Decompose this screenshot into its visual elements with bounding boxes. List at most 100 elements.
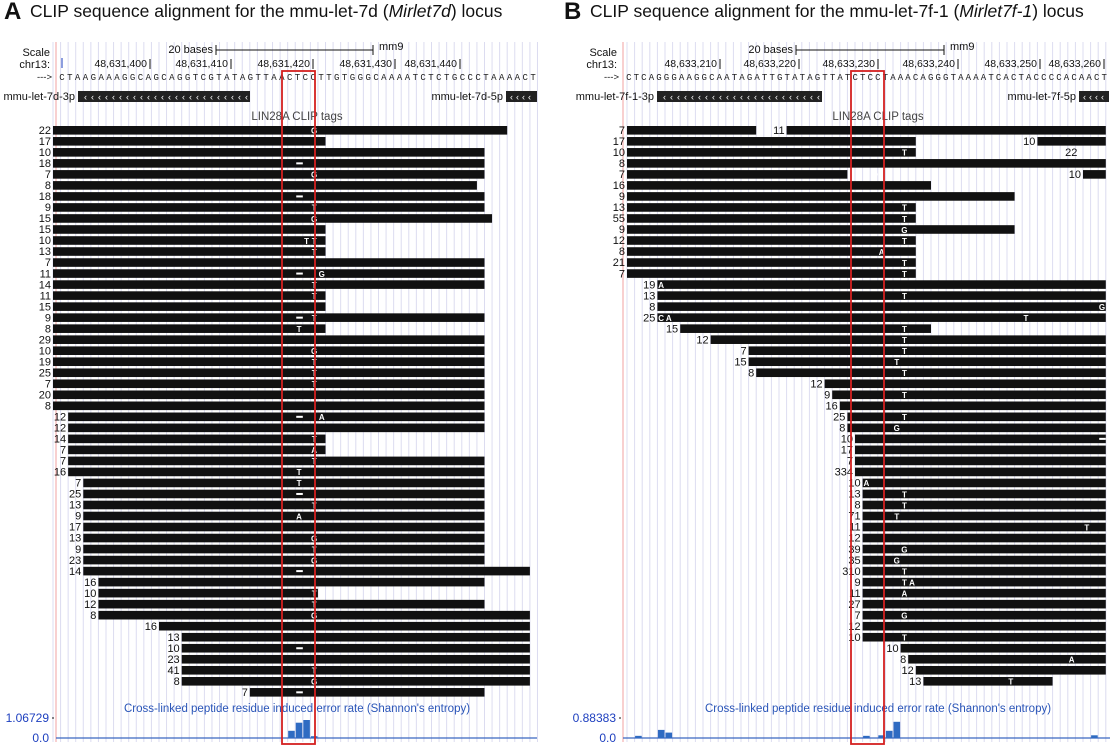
sequence-base: C (59, 73, 65, 83)
sequence-base: T (860, 73, 866, 83)
read-count: 12 (696, 334, 708, 346)
sequence-base: G (452, 73, 457, 83)
entropy-min-label: 0.0 (32, 731, 49, 745)
sequence-base: T (295, 73, 301, 83)
read-deletion (296, 415, 303, 418)
clip-read (83, 533, 485, 543)
sequence-base: A (717, 73, 723, 83)
sequence-base: T (216, 73, 222, 83)
read-count: 15 (666, 323, 678, 335)
clip-read (83, 478, 485, 488)
read-count: 55 (613, 213, 625, 225)
clip-read (181, 643, 530, 653)
clip-read (53, 214, 493, 223)
gene-direction-mark: ‹ (154, 92, 157, 102)
sequence-base: A (83, 73, 89, 83)
sequence-base: A (271, 73, 277, 83)
gene-direction-mark: ‹ (1083, 92, 1086, 102)
sequence-base: G (91, 73, 96, 83)
sequence-base: C (523, 73, 529, 83)
clip-read (839, 401, 1106, 411)
read-count: 8 (45, 401, 51, 413)
sequence-base: G (248, 73, 253, 83)
clip-read (53, 247, 326, 256)
read-mismatch: T (902, 369, 907, 378)
read-count: 12 (54, 412, 66, 424)
entropy-bar (878, 735, 885, 738)
sequence-base: A (240, 73, 246, 83)
sequence-base: T (800, 73, 806, 83)
clip-read (915, 665, 1106, 675)
sequence-base: G (702, 73, 707, 83)
gene-direction-mark: ‹ (84, 92, 87, 102)
read-mismatch: T (902, 149, 907, 158)
sequence-base: G (122, 73, 127, 83)
sequence-base: G (671, 73, 676, 83)
read-count: 10 (886, 643, 898, 655)
clip-read (181, 654, 530, 664)
clip-read (855, 445, 1106, 455)
clip-read (862, 566, 1106, 576)
read-count: 12 (54, 423, 66, 435)
read-count: 13 (69, 533, 81, 545)
read-count: 10 (1069, 169, 1081, 181)
entropy-title: Cross-linked peptide residue induced err… (124, 703, 470, 715)
clip-read (657, 302, 1106, 311)
read-mismatch: A (1069, 656, 1075, 665)
read-count: 7 (619, 169, 625, 181)
sequence-base: A (679, 73, 685, 83)
clip-read (710, 335, 1106, 344)
read-count: 13 (643, 290, 655, 302)
coordinate-label: 48,631,410 (175, 58, 228, 70)
read-count: 16 (613, 180, 625, 192)
sequence-base: A (106, 73, 112, 83)
read-count: 15 (39, 224, 51, 236)
sequence-base: C (201, 73, 207, 83)
clip-read (855, 434, 1106, 444)
clip-read (847, 412, 1106, 422)
read-mismatch: A (879, 248, 885, 257)
clip-read (627, 137, 916, 146)
sequence-base: T (830, 73, 836, 83)
clip-read (862, 577, 1106, 587)
clip-read (862, 610, 1106, 620)
sequence-base: G (694, 73, 699, 83)
sequence-base: A (397, 73, 403, 83)
sequence-base: C (303, 73, 309, 83)
read-count: 25 (833, 412, 845, 424)
clip-read (862, 588, 1106, 598)
clip-read (68, 434, 326, 444)
read-count: 17 (69, 522, 81, 534)
read-mismatch: T (902, 336, 907, 345)
sequence-base: C (138, 73, 144, 83)
gene-direction-mark: ‹ (126, 92, 129, 102)
entropy-title: Cross-linked peptide residue induced err… (705, 703, 1051, 715)
gene-label-5p: mmu-let-7f-5p (1008, 91, 1076, 103)
sequence-base: A (75, 73, 81, 83)
read-count: 41 (167, 665, 179, 677)
entropy-bar (893, 721, 901, 738)
clip-read (862, 500, 1106, 510)
sequence-base: A (837, 73, 843, 83)
sequence-base: C (311, 73, 317, 83)
sequence-base: T (256, 73, 262, 83)
read-count: 8 (45, 323, 51, 335)
clip-read (832, 390, 1106, 400)
read-count: 25 (69, 489, 81, 501)
clip-read (627, 192, 1015, 201)
sequence-base: C (868, 73, 874, 83)
entropy-bar (295, 722, 303, 738)
entropy-bar (863, 735, 870, 738)
gene-direction-mark: ‹ (98, 92, 101, 102)
read-mismatch: A (902, 589, 908, 598)
gene-direction-mark: ‹ (803, 92, 806, 102)
sequence-base: T (428, 73, 434, 83)
sequence-base: T (769, 73, 775, 83)
read-deletion (296, 162, 303, 165)
coordinate-label: 48,633,260 (1048, 58, 1101, 70)
clip-read (53, 302, 326, 311)
sequence-base: C (475, 73, 481, 83)
sequence-base: C (1049, 73, 1055, 83)
sequence-base: A (114, 73, 120, 83)
